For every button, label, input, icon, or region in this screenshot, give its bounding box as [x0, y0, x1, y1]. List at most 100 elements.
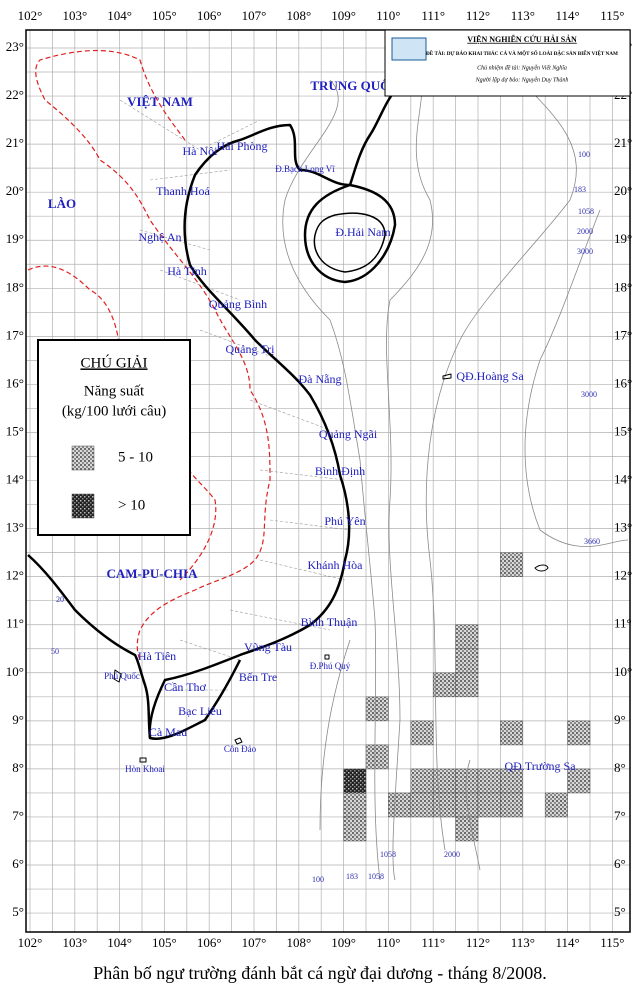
fishing-cell: [455, 816, 479, 842]
header-box: VIỆN NGHIÊN CỨU HẢI SẢN ĐỀ TÀI: DỰ BÁO K…: [384, 29, 631, 97]
depth-label: 100: [312, 875, 324, 884]
lon-label: 107°: [242, 8, 267, 23]
fishing-cell: [388, 792, 412, 818]
lon-label: 107°: [242, 935, 267, 950]
fishing-cell: [410, 768, 434, 794]
header-forecaster: Người lập dự báo: Nguyễn Duy Thành: [475, 76, 569, 83]
lat-label: 11°: [614, 616, 632, 631]
place-label: Cà Mau: [149, 725, 187, 739]
depth-label: 3660: [584, 537, 600, 546]
legend-subtitle: Năng suất: [84, 383, 145, 399]
lon-label: 109°: [331, 8, 356, 23]
lat-label: 18°: [614, 279, 632, 294]
fishing-cell: [544, 792, 568, 818]
provinces: [119, 99, 351, 691]
lon-label: 110°: [376, 8, 400, 23]
lat-label: 16°: [614, 375, 632, 390]
lon-label: 105°: [152, 8, 177, 23]
lon-label: 110°: [376, 935, 400, 950]
country-label: VIỆT NAM: [127, 94, 193, 109]
lat-label: 14°: [614, 472, 632, 487]
lat-label: 13°: [614, 520, 632, 535]
legend-label: > 10: [118, 497, 145, 513]
depth-label: 183: [346, 872, 358, 881]
lat-label: 17°: [6, 327, 24, 342]
fishing-cell: [410, 792, 434, 818]
lat-label: 21°: [6, 135, 24, 150]
lon-label: 104°: [107, 8, 132, 23]
lon-label: 108°: [286, 8, 311, 23]
lon-label: 115°: [600, 935, 624, 950]
lon-label: 108°: [286, 935, 311, 950]
fishing-cell: [500, 792, 524, 818]
lat-label: 18°: [6, 279, 24, 294]
fishing-cell: [432, 792, 456, 818]
fishing-cell: [343, 792, 367, 818]
place-label: Đà Nẵng: [299, 372, 342, 386]
place-label: QĐ.Hoàng Sa: [456, 369, 524, 383]
lat-label: 17°: [614, 327, 632, 342]
lat-label: 12°: [614, 568, 632, 583]
lat-label: 9°: [12, 712, 24, 727]
lon-label: 114°: [555, 8, 579, 23]
fishing-cell: [477, 768, 501, 794]
fishing-cell: [455, 624, 479, 649]
lon-label: 104°: [107, 935, 132, 950]
lon-label: 111°: [421, 935, 445, 950]
depth-label: 1058: [380, 850, 396, 859]
header-leader: Chủ nhiệm đề tài: Nguyễn Viết Nghĩa: [477, 64, 567, 71]
lat-label: 9°: [614, 712, 626, 727]
lat-label: 20°: [614, 183, 632, 198]
fishing-cell: [455, 672, 479, 698]
place-label: Hà Nội: [183, 144, 219, 158]
legend-swatch: [71, 493, 95, 519]
lon-label: 111°: [421, 8, 445, 23]
lat-label: 15°: [614, 423, 632, 438]
lat-label: 10°: [614, 664, 632, 679]
place-label: Vũng Tàu: [244, 640, 292, 654]
place-label: Đ.Hải Nam: [335, 225, 391, 239]
fishing-cell: [410, 720, 434, 746]
country-label: CAM-PU-CHIA: [107, 566, 199, 581]
fishing-cell: [343, 768, 367, 794]
labels: 102° 102° 103° 103° 104° 104° 105° 105° 106° 106°…: [6, 8, 632, 950]
place-label: Hà Tiên: [138, 649, 176, 663]
lat-label: 5°: [12, 904, 24, 919]
place-label: Nghệ An: [139, 230, 182, 244]
lon-label: 112°: [466, 8, 490, 23]
legend: CHÚ GIẢI Năng suất (kg/100 lưới câu): [37, 339, 191, 536]
lat-label: 16°: [6, 375, 24, 390]
place-label: Quảng Bình: [209, 297, 267, 311]
contours: [282, 69, 629, 881]
fishing-cell: [343, 816, 367, 842]
legend-label: 5 - 10: [118, 449, 153, 465]
coastline: [27, 51, 549, 763]
lon-label: 105°: [152, 935, 177, 950]
legend-unit: (kg/100 lưới câu): [62, 403, 166, 419]
place-label: Bình Thuận: [301, 615, 358, 629]
place-label: Thanh Hoá: [156, 184, 210, 198]
legend-swatch: [71, 445, 95, 471]
header-institute: VIỆN NGHIÊN CỨU HẢI SẢN: [467, 34, 577, 44]
depth-label: 50: [51, 647, 59, 656]
place-label: Quảng Ngãi: [319, 427, 378, 441]
fishing-cell: [432, 672, 456, 698]
lon-label: 113°: [511, 935, 535, 950]
lat-label: 14°: [6, 472, 24, 487]
lat-label: 7°: [12, 808, 24, 823]
lon-label: 112°: [466, 935, 490, 950]
lon-label: 102°: [18, 935, 43, 950]
depth-label: 100: [578, 150, 590, 159]
place-label: QĐ.Trường Sa: [504, 759, 576, 773]
lat-label: 6°: [614, 856, 626, 871]
lat-label: 7°: [614, 808, 626, 823]
place-label: Cần Thơ: [164, 680, 206, 694]
place-label: Phú Quốc: [104, 671, 140, 681]
country-label: TRUNG QUỐC: [310, 78, 399, 93]
fishing-cell: [455, 648, 479, 674]
lon-label: 114°: [555, 935, 579, 950]
fishing-cell: [500, 720, 524, 746]
place-label: Quảng Trị: [225, 342, 275, 356]
